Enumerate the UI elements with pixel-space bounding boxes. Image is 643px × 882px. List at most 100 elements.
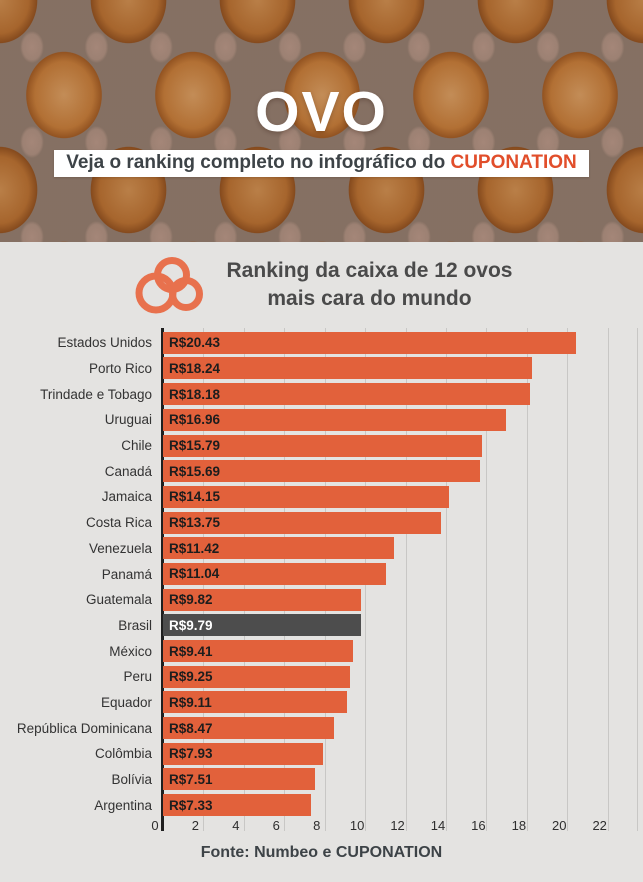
bar: R$13.75 [163, 511, 441, 534]
country-label: Panamá [101, 566, 152, 582]
x-tick-label: 16 [471, 818, 486, 833]
chart-row: Trindade e Tobago R$18.18 [0, 381, 637, 407]
bar-value-label: R$9.25 [169, 669, 213, 685]
bar-track: R$7.51 [163, 767, 637, 793]
bar: R$16.96 [163, 408, 506, 431]
chart-row: Estados Unidos R$20.43 [0, 330, 637, 356]
country-label: Argentina [94, 797, 152, 813]
bar: R$7.93 [163, 742, 324, 765]
chart-row: Uruguai R$16.96 [0, 407, 637, 433]
bar-track: R$15.69 [163, 458, 637, 484]
bar-track: R$7.33 [163, 792, 637, 818]
y-axis-line [161, 328, 164, 831]
chart-row: Jamaica R$14.15 [0, 484, 637, 510]
country-label: Bolívia [111, 772, 152, 788]
bar: R$8.47 [163, 717, 335, 740]
chart-row: Porto Rico R$18.24 [0, 356, 637, 382]
country-label: República Dominicana [16, 720, 152, 736]
bar-value-label: R$20.43 [169, 335, 221, 351]
gridline [526, 328, 528, 831]
country-label: Costa Rica [85, 515, 152, 531]
bar-highlight: R$9.79 [163, 614, 361, 637]
bar-value-label: R$7.93 [169, 746, 213, 762]
bar-value-label: R$18.24 [169, 360, 221, 376]
bar-value-label: R$7.33 [169, 797, 213, 813]
country-label: Guatemala [85, 592, 152, 608]
x-tick-label: 12 [390, 818, 405, 833]
bar: R$15.79 [163, 434, 483, 457]
hero-subtitle-text: Veja o ranking completo no infográfico d… [66, 152, 446, 173]
bar: R$18.24 [163, 357, 532, 380]
bar-track: R$7.93 [163, 741, 637, 767]
bar-track: R$20.43 [163, 330, 637, 356]
chart-title: Ranking da caixa de 12 ovos mais cara do… [227, 257, 513, 314]
bar: R$9.82 [163, 588, 362, 611]
bar-track: R$16.96 [163, 407, 637, 433]
bar-value-label: R$11.04 [169, 566, 220, 582]
bar-value-label: R$9.79 [169, 617, 213, 633]
bar: R$7.33 [163, 794, 312, 817]
bar-value-label: R$15.69 [169, 463, 221, 479]
bar: R$14.15 [163, 485, 450, 508]
chart-row: Costa Rica R$13.75 [0, 510, 637, 536]
bar: R$9.11 [163, 691, 348, 714]
hero-egg-photo: OVO Veja o ranking completo no infográfi… [0, 0, 643, 242]
chart-row: Chile R$15.79 [0, 433, 637, 459]
country-label: Chile [121, 438, 152, 454]
country-label: Estados Unidos [57, 335, 152, 351]
bar: R$7.51 [163, 768, 315, 791]
bar-track: R$9.25 [163, 664, 637, 690]
bar-track: R$14.15 [163, 484, 637, 510]
chart-row: Guatemala R$9.82 [0, 587, 637, 613]
chart-title-line1: Ranking da caixa de 12 ovos [226, 258, 513, 282]
x-tick-label: 10 [349, 818, 365, 833]
gridline [405, 328, 407, 831]
plot-right-border [637, 328, 638, 831]
bar-value-label: R$9.11 [169, 694, 212, 710]
chart-row: Peru R$9.25 [0, 664, 637, 690]
country-label: Brasil [118, 617, 152, 633]
bar-value-label: R$15.79 [169, 438, 221, 454]
bar: R$11.42 [163, 537, 394, 560]
x-tick-label: 0 [151, 818, 159, 833]
brand-name: CUPONATION [450, 152, 577, 173]
country-label: Jamaica [101, 489, 152, 505]
bar-track: R$15.79 [163, 433, 637, 459]
bar: R$9.41 [163, 640, 354, 663]
x-tick-label: 4 [232, 818, 240, 833]
bar-value-label: R$9.82 [169, 592, 213, 608]
country-label: Porto Rico [88, 361, 152, 377]
country-label: Canadá [104, 463, 152, 479]
bar-value-label: R$14.15 [169, 489, 221, 505]
chart-title-line2: mais cara do mundo [267, 287, 472, 310]
x-tick-label: 6 [272, 818, 280, 833]
bar-value-label: R$18.18 [169, 386, 221, 402]
bar-track: R$18.18 [163, 381, 637, 407]
chart-row: Argentina R$7.33 [0, 792, 637, 818]
bar-value-label: R$7.51 [169, 771, 213, 787]
bar-track: R$8.47 [163, 715, 637, 741]
chart-row: Brasil R$9.79 [0, 613, 637, 639]
bar-value-label: R$16.96 [169, 412, 221, 428]
country-label: Colômbia [94, 746, 152, 762]
bar-track: R$9.11 [163, 690, 637, 716]
hero-content: OVO Veja o ranking completo no infográfi… [0, 0, 643, 242]
page-title: OVO [255, 80, 388, 144]
country-label: Peru [123, 669, 152, 685]
x-tick-label: 22 [592, 818, 607, 833]
chart-row: Equador R$9.11 [0, 690, 637, 716]
chart-row: Colômbia R$7.93 [0, 741, 637, 767]
bar: R$11.04 [163, 562, 387, 585]
bar: R$15.69 [163, 460, 481, 483]
bar-value-label: R$9.41 [169, 643, 213, 659]
chart-row: México R$9.41 [0, 638, 637, 664]
bar: R$18.18 [163, 383, 531, 406]
chart-row: Panamá R$11.04 [0, 561, 637, 587]
bar-value-label: R$8.47 [169, 720, 213, 736]
bar-value-label: R$13.75 [169, 515, 221, 531]
chart-row: República Dominicana R$8.47 [0, 715, 637, 741]
bar: R$9.25 [163, 665, 350, 688]
gridline [607, 328, 609, 831]
gridline [486, 328, 488, 831]
